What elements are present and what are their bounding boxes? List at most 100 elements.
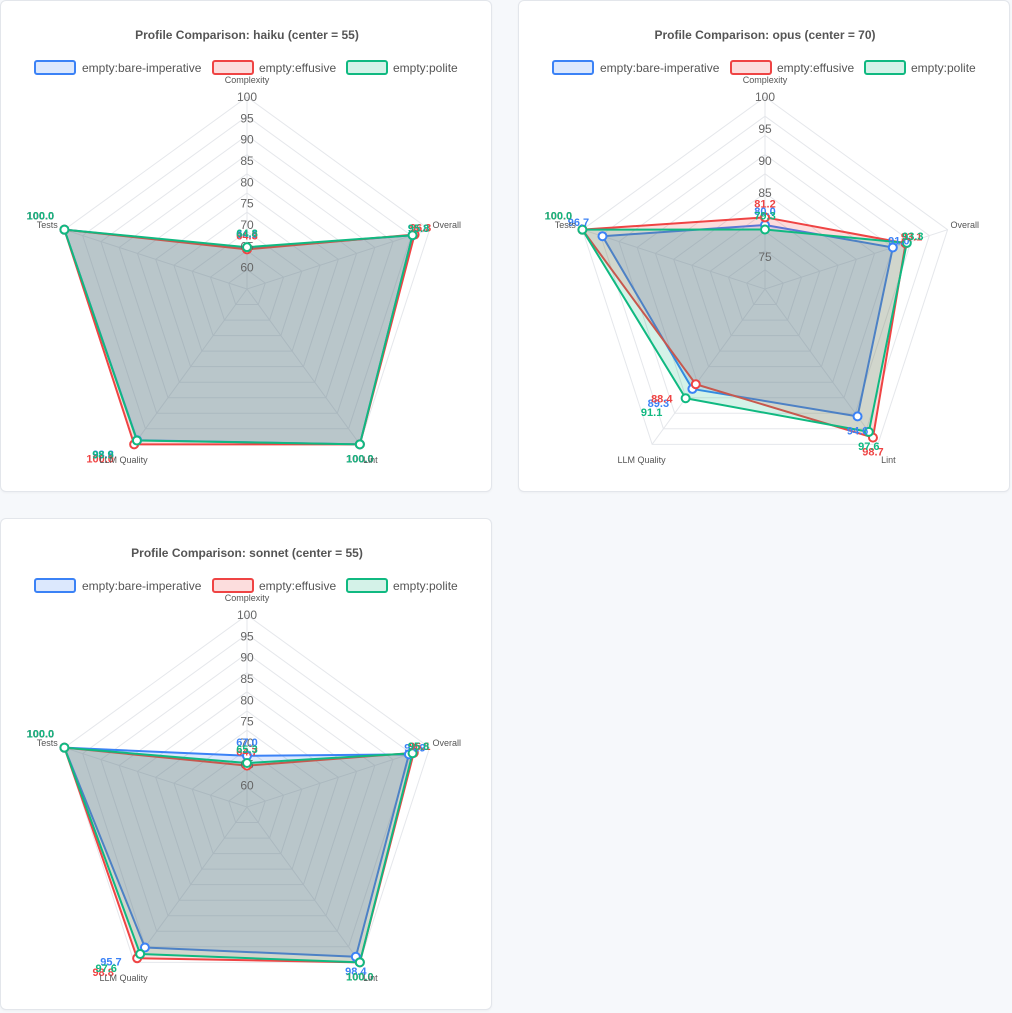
tick-label: 85 [240, 154, 254, 168]
grid-ring [673, 192, 857, 368]
axis-label: LLM Quality [100, 973, 149, 983]
legend-label: empty:polite [393, 579, 458, 593]
grid-spoke [133, 806, 248, 963]
data-label: 100.0 [545, 211, 573, 223]
grid-spoke [133, 288, 248, 445]
legend-swatch [34, 60, 76, 75]
data-point [887, 242, 898, 253]
legend-swatch [552, 60, 594, 75]
data-point [354, 957, 365, 968]
tick-label: 70 [240, 736, 254, 750]
grid-spoke [764, 229, 948, 290]
axis-label: Overall [432, 220, 461, 230]
grid-ring [118, 153, 376, 399]
grid-ring [155, 192, 339, 368]
data-label: 95.8 [408, 223, 429, 235]
axis-label: Complexity [225, 593, 270, 603]
data-label: 100.0 [346, 453, 374, 465]
tick-label: 100 [237, 90, 257, 104]
data-point [139, 942, 150, 953]
axis-label: Tests [37, 220, 59, 230]
data-point [577, 224, 588, 235]
grid-ring [191, 230, 303, 337]
grid-ring [82, 115, 412, 430]
data-label: 79.3 [754, 210, 775, 222]
tick-label: 80 [240, 175, 254, 189]
data-point [863, 426, 874, 437]
grid-spoke [651, 288, 766, 445]
series-area [581, 228, 908, 433]
grid-ring [228, 269, 266, 306]
data-label: 100.0 [346, 453, 374, 465]
data-label: 80.0 [754, 206, 775, 218]
series-area [601, 224, 894, 418]
data-label: 88.4 [651, 393, 673, 405]
legend-swatch [864, 60, 906, 75]
grid-ring [118, 671, 376, 917]
chart-title: Profile Comparison: sonnet (center = 55) [131, 546, 363, 560]
data-label: 100.0 [545, 211, 573, 223]
data-label: 98.8 [92, 449, 113, 461]
axis-label: Tests [37, 738, 59, 748]
data-label: 64.3 [236, 230, 257, 242]
radar-chart-sonnet: Profile Comparison: sonnet (center = 55)… [27, 546, 461, 983]
grid-spoke [246, 288, 361, 445]
grid-ring [100, 652, 394, 932]
tick-label: 100 [237, 608, 257, 622]
tick-label: 70 [240, 218, 254, 232]
grid-spoke [246, 806, 361, 963]
data-label: 100.0 [27, 729, 55, 741]
data-point [852, 411, 863, 422]
data-label: 100.0 [27, 211, 55, 223]
grid-spoke [246, 747, 430, 808]
chart-title: Profile Comparison: opus (center = 70) [654, 28, 875, 42]
axis-label: Lint [881, 455, 896, 465]
tick-label: 95 [240, 629, 254, 643]
data-label: 64.7 [236, 747, 257, 759]
data-label: 100.0 [27, 729, 55, 741]
grid-spoke [64, 747, 248, 808]
tick-label: 85 [758, 186, 772, 200]
data-label: 91.1 [641, 407, 662, 419]
data-label: 95.8 [408, 223, 429, 235]
data-label: 93.3 [902, 231, 923, 243]
data-point [690, 379, 701, 390]
data-point [901, 237, 912, 248]
data-point [407, 230, 418, 241]
grid-ring [209, 249, 285, 321]
legend-label: empty:polite [393, 61, 458, 75]
data-point [131, 435, 142, 446]
tick-label: 60 [240, 261, 254, 275]
data-label: 65.3 [236, 744, 257, 756]
chart-title: Profile Comparison: haiku (center = 55) [135, 28, 359, 42]
data-point [242, 758, 252, 769]
data-label: 94.9 [404, 742, 425, 754]
legend-label: empty:bare-imperative [600, 61, 720, 75]
grid-spoke [64, 229, 248, 290]
legend-swatch [212, 578, 254, 593]
axis-label: Lint [363, 455, 378, 465]
data-label: 96.1 [409, 741, 430, 753]
data-label: 100.0 [346, 971, 374, 983]
grid-spoke [246, 229, 430, 290]
data-point [680, 393, 691, 404]
grid-ring [173, 729, 321, 870]
grid-ring [228, 787, 266, 824]
legend-label: empty:effusive [259, 61, 336, 75]
data-label: 100.0 [346, 453, 374, 465]
data-point [597, 231, 608, 242]
legend-label: empty:polite [911, 61, 976, 75]
tick-label: 95 [758, 122, 772, 136]
data-label: 64.8 [236, 228, 257, 240]
axis-label: Overall [432, 738, 461, 748]
data-label: 98.7 [862, 447, 883, 459]
data-label: 98.9 [92, 450, 113, 462]
data-label: 64.6 [236, 229, 257, 241]
grid-spoke [582, 229, 766, 290]
series-area [581, 216, 907, 439]
data-label: 93.1 [901, 231, 922, 243]
grid-ring [709, 230, 821, 337]
grid-ring [155, 710, 339, 886]
tick-label: 90 [758, 154, 772, 168]
tick-label: 75 [240, 715, 254, 729]
